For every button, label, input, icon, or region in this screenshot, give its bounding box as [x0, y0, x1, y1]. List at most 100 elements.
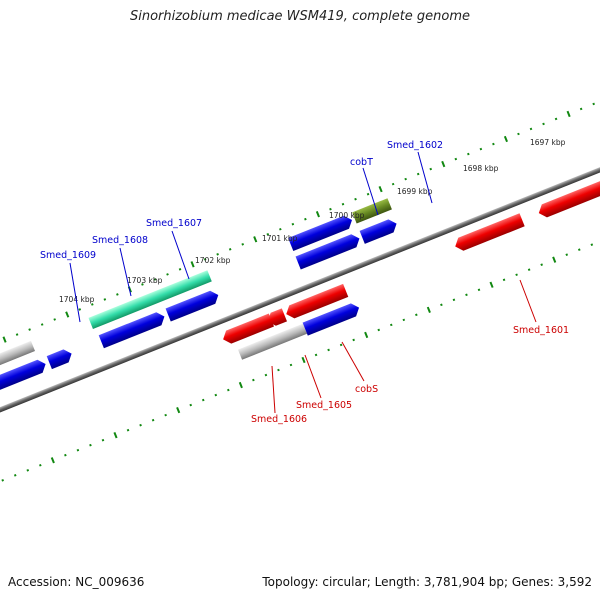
leader-line: [271, 365, 276, 414]
minor-tick: [40, 323, 44, 326]
minor-tick: [577, 248, 581, 251]
minor-tick: [440, 303, 443, 307]
minor-tick: [429, 167, 433, 171]
minor-tick: [164, 413, 167, 417]
major-tick: [426, 306, 431, 314]
minor-tick: [153, 278, 157, 281]
reverse-gene-labels: Smed_1606 Smed_1605 cobS Smed_1601: [251, 279, 569, 425]
gene-arrow-cobt: [288, 215, 352, 251]
tick-label: 1703 kbp: [127, 276, 163, 285]
gene-arrow-reverse: [455, 213, 525, 251]
tick-label: 1699 kbp: [397, 187, 433, 196]
tick-label: 1698 kbp: [463, 164, 499, 173]
minor-tick: [527, 268, 531, 272]
minor-tick: [28, 328, 31, 331]
minor-tick: [15, 333, 19, 336]
leader-line: [69, 262, 81, 323]
gene-label-smed-1607: Smed_1607: [146, 218, 202, 229]
gene-arrow-forward: [98, 312, 165, 349]
pseudo-gene-upper: [0, 340, 36, 375]
minor-tick: [366, 192, 370, 196]
major-tick: [50, 457, 55, 464]
minor-tick: [141, 283, 144, 286]
minor-tick: [415, 313, 418, 317]
leader-line: [304, 354, 322, 399]
scale-tick-labels: 1704 kbp 1703 kbp 1702 kbp 1701 kbp 1700…: [59, 138, 566, 304]
minor-tick: [1, 479, 4, 482]
minor-tick: [565, 253, 569, 256]
gene-label-smed-1609: Smed_1609: [40, 250, 96, 261]
minor-tick: [402, 318, 406, 322]
minor-tick: [590, 243, 594, 246]
minor-tick: [467, 152, 470, 156]
minor-tick: [377, 328, 381, 332]
minor-tick: [13, 473, 17, 477]
gene-label-smed-1605: Smed_1605: [296, 400, 352, 411]
minor-tick: [101, 438, 105, 442]
minor-tick: [214, 393, 218, 397]
minor-tick: [252, 378, 255, 382]
minor-tick: [452, 298, 456, 302]
minor-tick: [579, 107, 583, 111]
minor-tick: [314, 353, 318, 357]
minor-tick: [78, 308, 82, 311]
tick-label: 1701 kbp: [262, 234, 298, 243]
major-tick: [2, 336, 7, 343]
major-tick: [364, 331, 369, 339]
major-tick: [503, 135, 508, 143]
gene-arrow-forward: [302, 303, 360, 336]
minor-tick: [339, 343, 343, 347]
gene-arrow-reverse: [267, 308, 288, 326]
major-tick: [301, 356, 306, 364]
major-tick: [552, 256, 557, 263]
gene-arrow-forward: [0, 359, 46, 396]
minor-tick: [264, 373, 268, 377]
minor-tick: [76, 448, 80, 452]
minor-tick: [416, 172, 420, 176]
minor-tick: [454, 157, 458, 161]
minor-tick: [279, 227, 282, 231]
minor-tick: [103, 298, 107, 301]
minor-tick: [304, 217, 307, 221]
minor-tick: [291, 222, 295, 226]
minor-tick: [289, 363, 293, 367]
minor-tick: [327, 348, 330, 352]
gene-label-smed-1601: Smed_1601: [513, 325, 569, 336]
minor-tick: [540, 263, 543, 267]
major-tick: [378, 185, 383, 193]
minor-tick: [277, 368, 280, 372]
minor-tick: [329, 207, 332, 211]
minor-tick: [266, 232, 270, 236]
gene-arrow-reverse: [223, 313, 275, 344]
gene-label-cobt: cobT: [350, 157, 373, 168]
minor-tick: [189, 403, 193, 407]
minor-tick: [391, 182, 395, 186]
gene-arrow-forward: [165, 290, 219, 322]
gene-label-cobs: cobS: [355, 384, 378, 395]
minor-tick: [116, 293, 119, 296]
minor-tick: [228, 248, 232, 251]
minor-tick: [517, 132, 520, 136]
gene-arrow-forward: [295, 234, 360, 270]
gene-label-smed-1602: Smed_1602: [387, 140, 443, 151]
leader-line: [519, 279, 537, 323]
tick-label: 1700 kbp: [329, 211, 365, 220]
gene-arrow-reverse: [286, 283, 349, 319]
tick-label: 1697 kbp: [530, 138, 566, 147]
minor-tick: [39, 463, 42, 467]
minor-tick: [151, 418, 155, 422]
minor-tick: [227, 388, 230, 392]
minor-tick: [139, 423, 142, 427]
leader-line: [119, 247, 132, 297]
rna-gene-smed-1607: [88, 270, 212, 329]
minor-tick: [241, 242, 245, 246]
major-tick: [190, 261, 195, 268]
reverse-scale-track: [1, 243, 594, 482]
minor-tick: [341, 202, 345, 206]
minor-tick: [126, 428, 130, 432]
minor-tick: [216, 253, 219, 256]
minor-tick: [529, 127, 533, 131]
major-tick: [238, 381, 243, 389]
tick-label: 1704 kbp: [59, 295, 95, 304]
